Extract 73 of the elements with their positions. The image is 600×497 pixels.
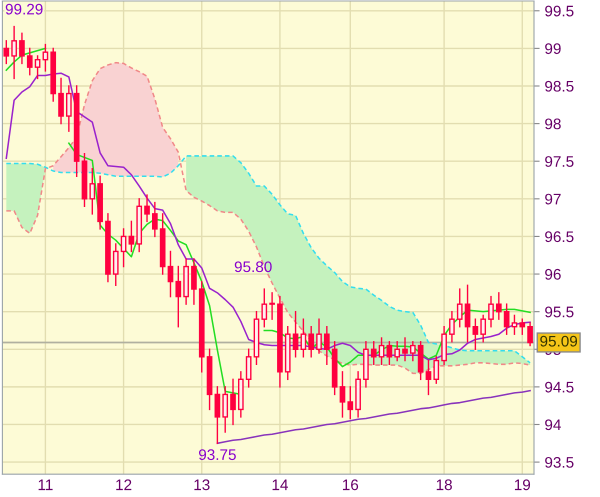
candlestick: [527, 322, 533, 346]
candlestick: [261, 288, 268, 328]
candlestick: [316, 318, 322, 354]
candlestick: [324, 326, 330, 366]
candlestick: [472, 318, 478, 350]
annotation: 93.75: [198, 449, 236, 460]
candlestick: [168, 250, 174, 298]
candlestick: [112, 243, 119, 286]
candlestick: [456, 288, 463, 328]
candlestick: [370, 341, 377, 366]
candlestick: [308, 326, 314, 358]
candlestick: [292, 310, 298, 358]
candlestick: [152, 202, 158, 238]
candlestick: [449, 310, 455, 342]
y-tick-label: 95.5: [545, 306, 574, 318]
candlestick: [3, 40, 10, 64]
candlestick: [340, 371, 346, 418]
candlestick: [144, 194, 150, 222]
candlestick: [269, 292, 275, 320]
y-tick-label: 99: [545, 43, 561, 54]
x-tick-label: 11: [38, 480, 53, 490]
candlestick: [410, 341, 416, 362]
candlestick: [246, 348, 252, 388]
y-tick-label: 94: [545, 419, 561, 430]
candlestick: [519, 318, 526, 335]
candlestick: [347, 386, 354, 420]
candlestick: [89, 168, 96, 215]
candlestick: [394, 341, 400, 362]
candlestick: [230, 378, 236, 426]
candlestick: [19, 32, 25, 64]
candlestick: [222, 386, 228, 433]
candlestick: [504, 303, 510, 335]
y-tick-label: 96: [545, 268, 561, 280]
x-tick-label: 19: [514, 479, 530, 490]
candlestick: [300, 318, 306, 358]
y-tick-label: 98: [545, 118, 561, 130]
candlestick: [34, 55, 40, 80]
candlestick: [496, 292, 502, 320]
candlestick: [191, 258, 197, 305]
candlestick: [42, 44, 48, 72]
candlestick: [11, 26, 17, 80]
line-series: [216, 390, 531, 444]
y-tick-label: 98.5: [545, 80, 574, 92]
y-tick-label: 96.5: [545, 231, 574, 242]
x-tick-label: 13: [194, 479, 210, 490]
candlestick: [426, 360, 432, 396]
x-tick-label: 16: [342, 479, 358, 490]
ref-line-label: 95.09: [540, 336, 578, 347]
y-tick-label: 97: [545, 194, 561, 205]
annotation: 99.29: [6, 4, 43, 15]
candlestick: [480, 314, 486, 342]
candlestick: [66, 85, 72, 132]
candlestick: [120, 228, 126, 268]
candlestick: [386, 341, 392, 366]
candlestick: [402, 337, 408, 362]
x-tick-label: 12: [116, 479, 132, 490]
candlestick: [512, 314, 518, 335]
x-tick-label: 14: [272, 480, 288, 490]
y-tick-label: 99.5: [545, 6, 574, 16]
candlestick: [433, 356, 440, 384]
candlestick: [175, 266, 182, 328]
y-tick-label: 97.5: [545, 156, 574, 167]
candlestick: [464, 284, 470, 342]
candlestick: [128, 220, 134, 252]
x-tick-label: 18: [436, 479, 452, 490]
candlestick: [488, 296, 494, 328]
y-tick-label: 93.5: [545, 456, 574, 468]
candlestick: [214, 386, 220, 444]
candlestick: [26, 48, 33, 76]
candlestick: [58, 78, 64, 124]
candlestick: [378, 337, 384, 366]
annotation: 95.80: [234, 261, 272, 272]
y-tick-label: 94.5: [545, 382, 574, 393]
